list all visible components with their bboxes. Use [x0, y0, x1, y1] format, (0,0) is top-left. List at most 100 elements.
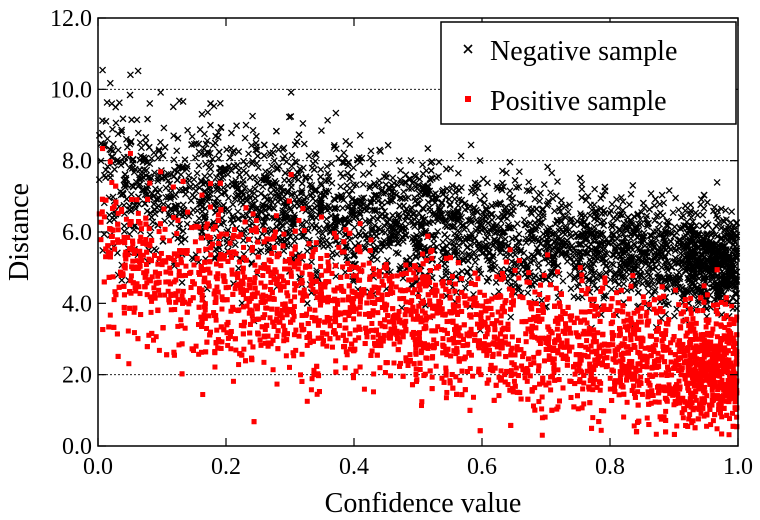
- positive-sample-point: [261, 359, 267, 365]
- positive-sample-point: [126, 361, 132, 367]
- negative-sample-point: [536, 197, 544, 205]
- negative-sample-point: [371, 246, 379, 254]
- negative-sample-point: [544, 163, 552, 171]
- negative-sample-point: [502, 253, 510, 260]
- negative-sample-point: [378, 186, 386, 194]
- negative-sample-point: [337, 183, 345, 191]
- positive-sample-point: [507, 247, 513, 253]
- negative-sample-point: [460, 225, 468, 233]
- negative-sample-point: [428, 210, 436, 218]
- negative-sample-point: [619, 198, 627, 206]
- negative-sample-point: [592, 256, 599, 264]
- negative-sample-point: [426, 219, 434, 227]
- negative-sample-point: [525, 187, 533, 195]
- negative-sample-point: [197, 150, 205, 158]
- negative-sample-point: [193, 169, 201, 177]
- negative-sample-point: [102, 174, 110, 182]
- negative-sample-point: [349, 181, 357, 189]
- negative-sample-point: [189, 191, 197, 199]
- negative-sample-point: [718, 268, 726, 276]
- negative-sample-point: [585, 275, 593, 283]
- negative-sample-point: [134, 67, 142, 75]
- negative-sample-point: [412, 252, 420, 260]
- negative-sample-point: [466, 273, 474, 281]
- negative-sample-point: [231, 241, 239, 249]
- positive-sample-point: [214, 327, 220, 333]
- negative-sample-point: [188, 133, 196, 141]
- negative-sample-point: [447, 165, 454, 172]
- negative-sample-point: [291, 158, 299, 166]
- negative-sample-point: [271, 142, 279, 150]
- negative-sample-point: [195, 162, 203, 170]
- negative-sample-point: [241, 134, 249, 142]
- negative-sample-point: [524, 289, 532, 297]
- positive-sample-point: [125, 328, 131, 334]
- negative-sample-point: [515, 238, 522, 246]
- negative-sample-point: [669, 280, 677, 288]
- positive-sample-point: [174, 231, 180, 237]
- negative-sample-point: [160, 124, 168, 132]
- negative-sample-point: [591, 185, 599, 193]
- negative-sample-point: [118, 276, 126, 284]
- negative-sample-point: [273, 190, 281, 198]
- negative-sample-point: [292, 233, 300, 241]
- negative-sample-point: [689, 226, 697, 234]
- positive-sample-point: [653, 431, 659, 437]
- negative-sample-point: [393, 181, 401, 189]
- negative-sample-point: [449, 223, 457, 231]
- negative-sample-point: [369, 160, 377, 168]
- negative-sample-point: [287, 226, 295, 234]
- negative-sample-point: [636, 215, 644, 223]
- negative-sample-point: [371, 207, 379, 215]
- positive-sample-point: [602, 275, 608, 281]
- negative-sample-point: [210, 102, 218, 110]
- negative-sample-point: [270, 157, 278, 165]
- negative-sample-point: [417, 188, 425, 196]
- negative-sample-point: [529, 185, 537, 193]
- negative-sample-point: [394, 250, 402, 257]
- negative-sample-point: [637, 240, 645, 248]
- positive-sample-point: [161, 206, 167, 212]
- negative-sample-point: [654, 225, 662, 233]
- negative-sample-point: [215, 154, 223, 162]
- negative-sample-point: [506, 158, 514, 166]
- negative-sample-point: [221, 189, 229, 197]
- negative-sample-point: [452, 252, 460, 260]
- negative-sample-point: [515, 284, 523, 292]
- negative-sample-point: [299, 119, 307, 127]
- negative-sample-point: [216, 99, 224, 107]
- negative-sample-point: [257, 247, 265, 255]
- positive-sample-point: [260, 273, 266, 279]
- negative-sample-point: [151, 185, 159, 193]
- negative-sample-point: [359, 180, 367, 188]
- negative-sample-point: [359, 224, 367, 232]
- negative-sample-point: [229, 149, 237, 157]
- negative-sample-point: [489, 251, 497, 259]
- negative-sample-point: [571, 273, 579, 281]
- negative-sample-point: [358, 197, 365, 205]
- negative-sample-point: [520, 256, 528, 264]
- negative-sample-point: [575, 248, 583, 256]
- negative-sample-point: [268, 162, 276, 170]
- negative-sample-point: [245, 150, 253, 158]
- negative-sample-point: [317, 179, 325, 187]
- negative-sample-point: [407, 157, 415, 164]
- negative-sample-point: [502, 169, 510, 177]
- negative-sample-point: [566, 201, 573, 209]
- negative-sample-point: [479, 175, 487, 183]
- negative-sample-point: [629, 246, 637, 254]
- negative-sample-point: [305, 152, 313, 160]
- negative-sample-point: [335, 193, 343, 201]
- negative-sample-point: [722, 216, 730, 224]
- negative-sample-point: [670, 312, 678, 320]
- negative-sample-point: [136, 139, 144, 147]
- negative-sample-point: [435, 212, 443, 220]
- positive-sample-point: [250, 211, 256, 217]
- negative-sample-point: [537, 189, 544, 197]
- negative-sample-point: [229, 200, 237, 208]
- negative-sample-point: [300, 195, 308, 203]
- negative-sample-point: [650, 202, 658, 210]
- negative-sample-point: [120, 222, 128, 230]
- negative-sample-point: [358, 194, 365, 202]
- negative-sample-point: [248, 157, 256, 165]
